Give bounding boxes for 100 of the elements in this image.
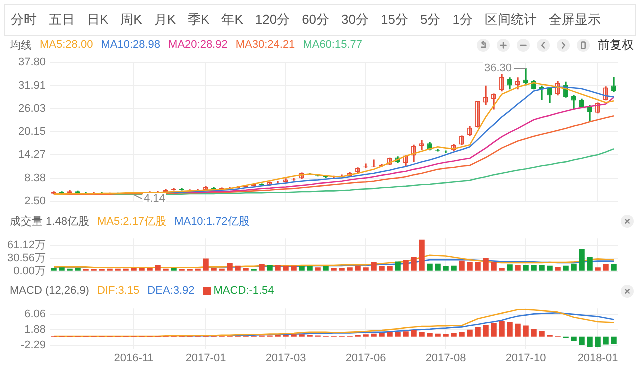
bar	[611, 264, 617, 271]
bar	[387, 332, 393, 337]
bar	[59, 268, 65, 271]
bar	[587, 336, 593, 348]
bar	[507, 322, 513, 337]
bar	[235, 266, 241, 271]
bar	[363, 268, 369, 271]
annotation: 4.14	[144, 192, 166, 205]
text: MA5:2.17亿股	[97, 214, 167, 228]
text: DEA:3.92	[148, 285, 195, 297]
bar	[595, 268, 601, 271]
bar	[427, 334, 433, 337]
text: DIF:3.15	[97, 285, 140, 297]
bar	[499, 268, 505, 271]
y-tick-label: 31.91	[18, 80, 46, 92]
y-tick-label: 20.15	[18, 126, 46, 138]
bar	[451, 266, 457, 271]
bar	[523, 265, 529, 271]
bar	[275, 265, 281, 271]
text: 5分	[420, 11, 441, 29]
text: 15分	[381, 11, 408, 29]
text: 周K	[120, 11, 142, 29]
x-tick-label: 2017-06	[346, 352, 386, 364]
bar	[355, 266, 361, 271]
bar	[515, 265, 521, 271]
bar	[571, 264, 577, 271]
bar	[203, 258, 209, 271]
bar	[411, 330, 417, 337]
text: MA20:28.92	[168, 39, 228, 51]
bar	[411, 258, 417, 271]
bar	[499, 321, 505, 337]
bar	[155, 266, 161, 271]
bar	[147, 268, 153, 271]
text: 120分	[255, 11, 290, 29]
text: 区间统计	[484, 11, 537, 29]
bar	[443, 334, 449, 337]
chart-title: 成交量 1.48亿股	[10, 214, 90, 228]
bar	[475, 262, 481, 271]
x-tick-label: 2018-01	[578, 352, 618, 364]
bar	[243, 268, 249, 271]
text: MA60:15.77	[303, 39, 363, 51]
bar	[323, 266, 329, 271]
bar	[603, 264, 609, 271]
y-tick-label: 26.03	[18, 102, 46, 115]
bar	[459, 260, 465, 271]
text: 全屏显示	[548, 11, 601, 29]
y-tick-label: -2.29	[20, 339, 46, 352]
bar	[475, 327, 481, 337]
bar	[395, 332, 401, 337]
bar	[403, 260, 409, 271]
bar	[227, 262, 233, 271]
bar	[539, 331, 545, 337]
bar	[611, 336, 617, 344]
x-tick-label: 2017-10	[506, 352, 546, 364]
x-tick-label: 2017-03	[266, 352, 306, 364]
bar	[371, 262, 377, 271]
bar	[459, 332, 465, 337]
bar	[259, 264, 265, 271]
text: 分时	[11, 11, 37, 29]
bar	[531, 265, 537, 271]
bar	[435, 264, 441, 271]
text: MA30:24.21	[236, 39, 296, 51]
bar	[603, 336, 609, 345]
text: 五日	[49, 11, 75, 29]
y-tick-label: 30.56万	[7, 252, 46, 265]
bar	[539, 265, 545, 271]
bar	[483, 324, 489, 337]
bar	[291, 266, 297, 271]
bar	[595, 336, 601, 348]
bar	[395, 262, 401, 271]
y-tick-label: 37.80	[18, 56, 46, 69]
y-tick-label: 8.38	[24, 172, 46, 184]
bar	[483, 258, 489, 271]
text: MA10:1.72亿股	[174, 214, 250, 228]
bar	[467, 262, 473, 271]
bar	[331, 268, 337, 271]
y-tick-label: 0.00万	[14, 265, 46, 278]
bar	[283, 266, 289, 271]
bar	[307, 266, 313, 271]
bar	[443, 266, 449, 271]
bar	[299, 266, 305, 271]
bar	[435, 334, 441, 337]
text: 年K	[222, 11, 244, 29]
bar	[51, 268, 57, 271]
bar	[347, 268, 353, 271]
bar	[467, 330, 473, 337]
bar	[211, 268, 217, 271]
y-tick-label: 1.88	[24, 324, 46, 336]
text: 60分	[302, 11, 330, 29]
bar	[531, 329, 537, 337]
annotation: 36.30	[484, 62, 512, 75]
y-tick-label: 6.06	[24, 308, 46, 320]
bar	[75, 268, 81, 271]
text: 1分	[452, 11, 473, 29]
bar	[563, 266, 569, 271]
y-tick-label: 61.12万	[7, 240, 46, 252]
text: 季K	[188, 11, 210, 29]
bar	[427, 264, 433, 271]
bar	[547, 266, 553, 271]
bar	[515, 324, 521, 337]
